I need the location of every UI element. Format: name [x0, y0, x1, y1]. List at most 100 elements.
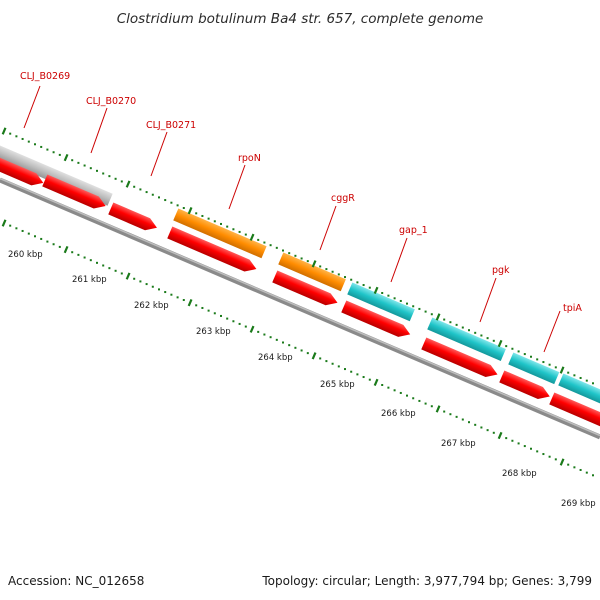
minor-tick — [362, 376, 365, 379]
svg-text:cggR: cggR — [331, 193, 355, 204]
gene-label-cggR[interactable]: cggR — [319, 193, 355, 251]
minor-tick — [133, 185, 136, 188]
minor-tick — [554, 458, 557, 461]
minor-tick — [399, 391, 402, 394]
minor-tick — [362, 284, 365, 287]
minor-tick — [356, 373, 359, 376]
minor-tick — [542, 453, 545, 456]
minor-tick — [368, 378, 371, 381]
minor-tick — [542, 361, 545, 364]
minor-tick — [480, 426, 483, 429]
major-tick — [311, 260, 317, 268]
gene-label-CLJ_B0271[interactable]: CLJ_B0271 — [146, 120, 196, 177]
minor-tick — [108, 175, 111, 178]
minor-tick — [350, 370, 353, 373]
minor-tick — [300, 349, 303, 352]
minor-tick — [213, 220, 216, 223]
minor-tick — [399, 299, 402, 302]
minor-tick — [530, 355, 532, 358]
minor-tick — [449, 321, 452, 324]
minor-tick — [443, 410, 446, 413]
minor-tick — [164, 291, 167, 294]
minor-tick — [195, 304, 198, 307]
genome-summary: Topology: circular; Length: 3,977,794 bp… — [261, 574, 592, 588]
gene-tpiA-feature[interactable] — [508, 352, 560, 385]
minor-tick — [89, 167, 92, 170]
major-tick — [497, 339, 503, 348]
minor-tick — [381, 291, 384, 294]
minor-tick — [269, 244, 272, 247]
minor-tick — [213, 312, 216, 315]
minor-tick — [158, 196, 160, 199]
minor-tick — [170, 293, 173, 296]
minor-tick — [46, 240, 49, 243]
minor-tick — [468, 329, 470, 332]
reverse-gene-arrow[interactable] — [341, 300, 412, 340]
reverse-gene-arrow[interactable] — [42, 174, 108, 212]
gene-label-CLJ_B0270[interactable]: CLJ_B0270 — [86, 96, 136, 154]
minor-tick — [306, 260, 309, 263]
minor-tick — [58, 153, 61, 156]
minor-tick — [27, 232, 30, 235]
minor-tick — [443, 318, 446, 321]
reverse-gene-arrow[interactable] — [108, 202, 159, 234]
minor-tick — [337, 365, 340, 368]
minor-tick — [27, 140, 30, 143]
gene-label-tpiA[interactable]: tpiA — [543, 303, 582, 353]
backbone-track — [0, 177, 600, 440]
minor-tick — [139, 188, 142, 191]
svg-text:CLJ_B0270: CLJ_B0270 — [86, 96, 136, 107]
reverse-gene-arrow[interactable] — [0, 154, 46, 189]
minor-tick — [77, 161, 80, 164]
minor-tick — [83, 164, 86, 167]
major-tick — [1, 219, 7, 227]
minor-tick — [511, 347, 514, 350]
minor-tick — [34, 235, 36, 238]
minor-tick — [579, 376, 582, 379]
minor-tick — [164, 199, 167, 202]
gene-rpoN-feature[interactable] — [173, 208, 267, 259]
minor-tick — [412, 397, 415, 400]
minor-tick — [331, 362, 334, 365]
minor-tick — [536, 358, 539, 361]
minor-tick — [585, 471, 588, 474]
gene-label-CLJ_B0269[interactable]: CLJ_B0269 — [20, 71, 70, 129]
minor-tick — [52, 243, 55, 246]
minor-tick — [548, 455, 551, 458]
gene-cggR-feature[interactable] — [278, 252, 346, 292]
minor-tick — [71, 159, 74, 162]
gene-gap_1-feature[interactable] — [347, 282, 415, 322]
minor-tick — [350, 278, 353, 281]
gene-next-feature[interactable] — [558, 373, 600, 410]
reverse-gene-arrow[interactable] — [421, 337, 500, 380]
minor-tick — [393, 297, 396, 300]
minor-tick — [244, 325, 247, 328]
minor-tick — [58, 245, 61, 248]
reverse-gene-arrow[interactable] — [272, 270, 340, 309]
gene-label-rpoN[interactable]: rpoN — [228, 153, 261, 210]
kbp-label: 268 kbp — [502, 469, 537, 479]
minor-tick — [406, 302, 408, 305]
gene-pgk-feature[interactable] — [427, 317, 506, 361]
minor-tick — [108, 267, 111, 270]
minor-tick — [554, 366, 557, 369]
minor-tick — [573, 374, 576, 377]
reverse-gene-arrow[interactable] — [499, 370, 552, 402]
svg-text:rpoN: rpoN — [238, 153, 261, 164]
minor-tick — [269, 336, 272, 339]
minor-tick — [102, 172, 105, 175]
minor-tick — [114, 269, 117, 272]
major-tick — [497, 431, 503, 440]
kbp-label: 261 kbp — [72, 275, 107, 285]
gene-label-gap_1[interactable]: gap_1 — [390, 225, 428, 283]
minor-tick — [52, 151, 55, 154]
reverse-gene-arrow[interactable] — [167, 226, 259, 275]
minor-tick — [207, 217, 210, 220]
gene-label-pgk[interactable]: pgk — [479, 265, 510, 323]
minor-tick — [220, 222, 222, 225]
minor-tick — [505, 437, 508, 440]
minor-tick — [263, 241, 266, 244]
minor-tick — [424, 402, 427, 405]
minor-tick — [158, 288, 160, 291]
minor-tick — [325, 268, 328, 271]
